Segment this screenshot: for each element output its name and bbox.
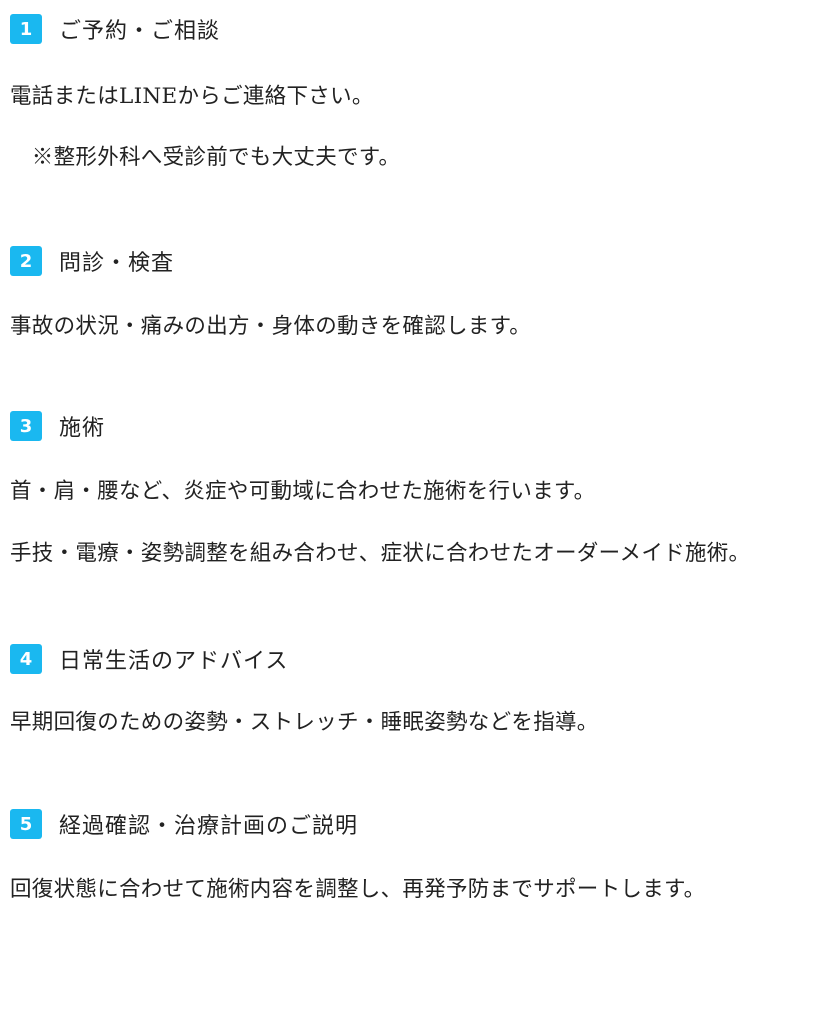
step-text: 電話またはLINEからご連絡下さい。 [10, 84, 374, 109]
step-title: 施術 [59, 416, 106, 441]
step-title: 日常生活のアドバイス [59, 649, 289, 674]
step-text: 早期回復のための姿勢・ストレッチ・睡眠姿勢などを指導。 [10, 710, 599, 735]
step-number-badge: 3 [10, 411, 42, 441]
step-number-badge: 4 [10, 644, 42, 674]
step-text: ※整形外科へ受診前でも大丈夫です。 [10, 145, 401, 170]
step-text: 手技・電療・姿勢調整を組み合わせ、症状に合わせたオーダーメイド施術。 [10, 541, 751, 566]
step-number-badge: 2 [10, 246, 42, 276]
step-2-heading: 2 問診・検査 [10, 245, 174, 277]
step-3-heading: 3 施術 [10, 410, 105, 442]
step-text: 事故の状況・痛みの出方・身体の動きを確認します。 [10, 314, 532, 339]
step-title: 経過確認・治療計画のご説明 [59, 814, 359, 839]
step-4-heading: 4 日常生活のアドバイス [10, 643, 288, 675]
step-number-badge: 5 [10, 809, 42, 839]
step-text: 首・肩・腰など、炎症や可動域に合わせた施術を行います。 [10, 479, 596, 504]
step-text: 回復状態に合わせて施術内容を調整し、再発予防までサポートします。 [10, 877, 706, 902]
step-title: ご予約・ご相談 [59, 19, 221, 44]
step-1-heading: 1 ご予約・ご相談 [10, 13, 220, 45]
step-number-badge: 1 [10, 14, 42, 44]
step-title: 問診・検査 [59, 251, 175, 276]
step-5-heading: 5 経過確認・治療計画のご説明 [10, 808, 358, 840]
